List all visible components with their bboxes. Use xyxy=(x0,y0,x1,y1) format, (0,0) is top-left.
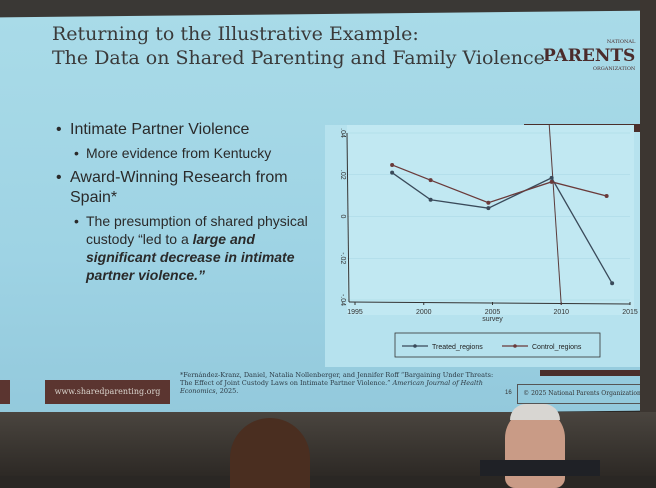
legend-marker xyxy=(513,344,517,348)
data-point xyxy=(549,179,554,184)
x-tick-label: 2015 xyxy=(622,309,638,316)
page-number: 16 xyxy=(505,390,512,396)
x-tick-label: 2010 xyxy=(553,309,569,316)
data-point xyxy=(390,162,395,167)
x-axis-label: survey xyxy=(482,316,503,323)
x-tick-label: 2005 xyxy=(485,309,501,316)
y-tick-label: 0 xyxy=(339,215,346,219)
speaker-head xyxy=(505,408,565,488)
nonprofit-logo: NATIONAL PARENTS ORGANIZATION xyxy=(543,39,636,72)
y-tick-label: .04 xyxy=(339,128,346,138)
logo-bottom: ORGANIZATION xyxy=(592,66,636,72)
footnote-year: , 2025. xyxy=(215,387,239,395)
legend-label: Control_regions xyxy=(532,344,582,351)
data-point xyxy=(390,170,395,175)
legend-marker xyxy=(413,344,417,348)
data-point xyxy=(428,197,433,202)
logo-main: PARENTS xyxy=(543,46,636,66)
title-line-2: The Data on Shared Parenting and Family … xyxy=(52,47,545,69)
y-axis xyxy=(346,132,350,303)
website-url: www.sharedparenting.org xyxy=(45,380,170,404)
logo-top: NATIONAL xyxy=(606,39,636,45)
bullet-ipv: Intimate Partner Violence xyxy=(56,120,316,140)
bullet-list: Intimate Partner Violence More evidence … xyxy=(56,120,316,290)
data-point xyxy=(549,175,554,180)
title-line-1: Returning to the Illustrative Example: xyxy=(52,23,419,45)
slide-title: Returning to the Illustrative Example: Th… xyxy=(52,22,545,70)
x-axis xyxy=(348,301,631,305)
x-tick-label: 1995 xyxy=(347,309,363,316)
accent-bar-bottom xyxy=(540,370,640,376)
accent-block xyxy=(0,380,10,404)
data-point xyxy=(428,178,433,183)
y-tick-label: -.02 xyxy=(339,252,346,264)
legend-label: Treated_regions xyxy=(432,344,483,351)
x-tick-label: 2000 xyxy=(416,309,432,316)
audience-member-hair xyxy=(230,418,310,488)
data-point xyxy=(604,194,609,199)
policy-vertical-line xyxy=(548,124,562,306)
data-point xyxy=(486,200,491,205)
line-chart: -.04 -.02 0 .02 .04 1995 2000 2005 2010 2015 surve… xyxy=(339,124,638,358)
sub-bullet-quote: The presumption of shared physical custo… xyxy=(56,212,316,284)
legend-box xyxy=(394,332,601,358)
footnote-citation: *Fernández-Kranz, Daniel, Natalia Nollen… xyxy=(180,371,494,387)
y-tick-label: -.04 xyxy=(339,294,346,306)
copyright: © 2025 National Parents Organization xyxy=(517,384,647,404)
speaker-suit xyxy=(480,460,600,476)
bullet-spain: Award-Winning Research from Spain* xyxy=(56,168,316,208)
quote-emphasis: large and significant decrease in intima… xyxy=(86,231,295,283)
speaker-hair xyxy=(510,404,560,420)
sub-bullet-kentucky: More evidence from Kentucky xyxy=(56,144,316,162)
quote-text: The presumption of shared physical custo… xyxy=(86,213,308,247)
footnote-journal: American Journal of Health Economics xyxy=(180,379,483,395)
data-point xyxy=(610,281,615,286)
wall xyxy=(640,0,656,476)
footnote: *Fernández-Kranz, Daniel, Natalia Nollen… xyxy=(180,371,500,395)
data-point xyxy=(486,206,491,211)
plot-area xyxy=(347,125,634,315)
y-tick-label: .02 xyxy=(339,170,346,180)
